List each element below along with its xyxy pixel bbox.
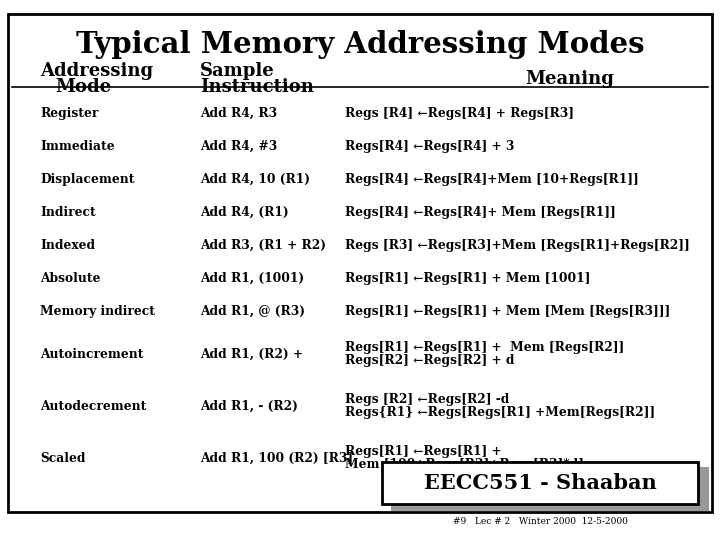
Text: Addressing: Addressing bbox=[40, 62, 153, 80]
Text: Add R4, R3: Add R4, R3 bbox=[200, 107, 277, 120]
Text: Add R4, 10 (R1): Add R4, 10 (R1) bbox=[200, 173, 310, 186]
Text: Regs [R3] ←Regs[R3]+Mem [Regs[R1]+Regs[R2]]: Regs [R3] ←Regs[R3]+Mem [Regs[R1]+Regs[R… bbox=[345, 239, 690, 252]
Text: Add R1, 100 (R2) [R3]: Add R1, 100 (R2) [R3] bbox=[200, 451, 353, 464]
Text: EECC551 - Shaaban: EECC551 - Shaaban bbox=[423, 473, 657, 493]
Text: Regs[R2] ←Regs[R2] + d: Regs[R2] ←Regs[R2] + d bbox=[345, 354, 515, 367]
Text: Autodecrement: Autodecrement bbox=[40, 400, 146, 413]
Text: Indirect: Indirect bbox=[40, 206, 96, 219]
Text: Regs[R1] ←Regs[R1] + Mem [Mem [Regs[R3]]]: Regs[R1] ←Regs[R1] + Mem [Mem [Regs[R3]]… bbox=[345, 305, 670, 318]
Text: Typical Memory Addressing Modes: Typical Memory Addressing Modes bbox=[76, 30, 644, 59]
Text: Regs [R2] ←Regs[R2] -d: Regs [R2] ←Regs[R2] -d bbox=[345, 393, 509, 406]
Text: Memory indirect: Memory indirect bbox=[40, 305, 155, 318]
Text: Meaning: Meaning bbox=[526, 70, 614, 88]
Text: #9   Lec # 2   Winter 2000  12-5-2000: #9 Lec # 2 Winter 2000 12-5-2000 bbox=[453, 517, 627, 526]
Text: Add R1, @ (R3): Add R1, @ (R3) bbox=[200, 305, 305, 318]
Text: Scaled: Scaled bbox=[40, 451, 86, 464]
Text: Indexed: Indexed bbox=[40, 239, 95, 252]
Text: Absolute: Absolute bbox=[40, 272, 101, 285]
Text: Mem [100+Regs[R2]+Regs[R3]*d]: Mem [100+Regs[R2]+Regs[R3]*d] bbox=[345, 458, 584, 471]
Text: Immediate: Immediate bbox=[40, 140, 114, 153]
Text: Add R4, #3: Add R4, #3 bbox=[200, 140, 277, 153]
Text: Autoincrement: Autoincrement bbox=[40, 348, 143, 361]
Text: Add R3, (R1 + R2): Add R3, (R1 + R2) bbox=[200, 239, 326, 252]
Text: Regs[R4] ←Regs[R4] + 3: Regs[R4] ←Regs[R4] + 3 bbox=[345, 140, 514, 153]
Text: Mode: Mode bbox=[55, 78, 111, 96]
Text: Regs[R1] ←Regs[R1] + Mem [1001]: Regs[R1] ←Regs[R1] + Mem [1001] bbox=[345, 272, 590, 285]
Text: Instruction: Instruction bbox=[200, 78, 314, 96]
Text: Add R1, (R2) +: Add R1, (R2) + bbox=[200, 348, 303, 361]
Text: Sample: Sample bbox=[200, 62, 275, 80]
Text: Add R4, (R1): Add R4, (R1) bbox=[200, 206, 289, 219]
Text: Regs[R4] ←Regs[R4]+ Mem [Regs[R1]]: Regs[R4] ←Regs[R4]+ Mem [Regs[R1]] bbox=[345, 206, 616, 219]
Bar bbox=[382, 462, 698, 504]
Text: Regs[R4] ←Regs[R4]+Mem [10+Regs[R1]]: Regs[R4] ←Regs[R4]+Mem [10+Regs[R1]] bbox=[345, 173, 639, 186]
Text: Regs[R1] ←Regs[R1] +  Mem [Regs[R2]]: Regs[R1] ←Regs[R1] + Mem [Regs[R2]] bbox=[345, 341, 624, 354]
Bar bbox=[392, 468, 708, 510]
Text: Register: Register bbox=[40, 107, 99, 120]
Text: Displacement: Displacement bbox=[40, 173, 135, 186]
Text: Regs [R4] ←Regs[R4] + Regs[R3]: Regs [R4] ←Regs[R4] + Regs[R3] bbox=[345, 107, 574, 120]
Text: Regs[R1] ←Regs[R1] +: Regs[R1] ←Regs[R1] + bbox=[345, 445, 502, 458]
Text: Add R1, (1001): Add R1, (1001) bbox=[200, 272, 304, 285]
Text: Regs{R1} ←Regs[Regs[R1] +Mem[Regs[R2]]: Regs{R1} ←Regs[Regs[R1] +Mem[Regs[R2]] bbox=[345, 406, 655, 419]
Text: Add R1, - (R2): Add R1, - (R2) bbox=[200, 400, 298, 413]
